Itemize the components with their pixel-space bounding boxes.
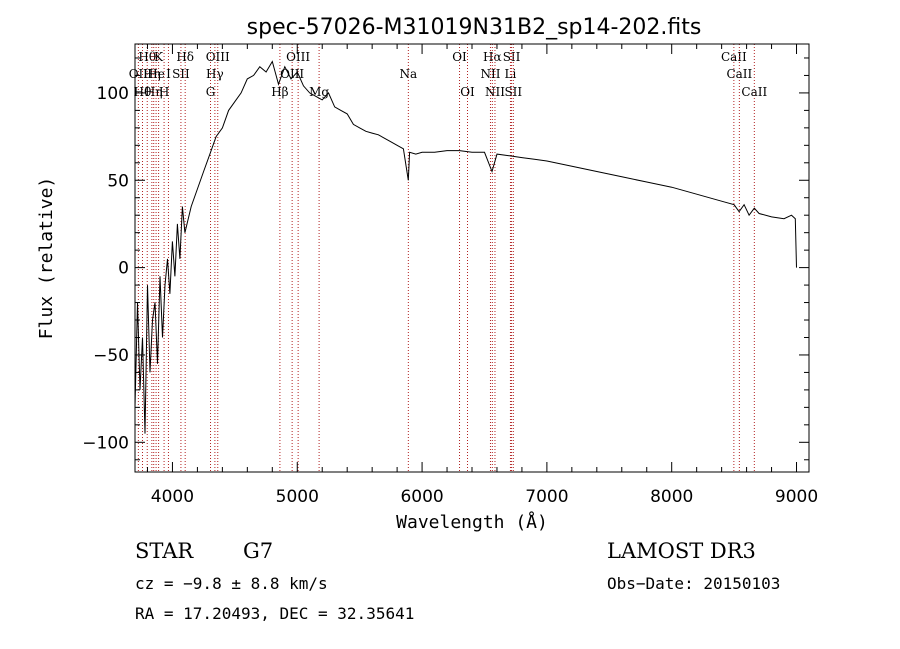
line-label: Hδ	[176, 50, 194, 64]
line-label: SII	[172, 67, 190, 81]
plot-frame	[134, 43, 810, 473]
line-label: Na	[400, 67, 418, 81]
line-label: Hβ	[271, 85, 288, 99]
obs-date: Obs−Date: 20150103	[607, 574, 781, 593]
line-label: K	[154, 50, 164, 64]
y-axis: −100 −50 0 50 100	[82, 57, 809, 461]
line-label: Li	[505, 67, 517, 81]
line-label: Mg	[309, 85, 329, 99]
coordinates: RA = 17.20493, DEC = 32.35641	[135, 604, 415, 623]
y-tick-label: −50	[93, 346, 129, 366]
x-tick-label: 8000	[650, 487, 693, 507]
line-label: OII	[129, 67, 149, 81]
line-label: CaII	[726, 67, 752, 81]
line-label: SII	[504, 85, 522, 99]
line-label: OI	[460, 85, 475, 99]
line-label: H	[159, 85, 169, 99]
line-label: G	[206, 85, 216, 99]
line-label: CaII	[721, 50, 747, 64]
survey-name: LAMOST DR3	[607, 539, 756, 563]
line-label: SII	[503, 50, 521, 64]
x-axis-label: Wavelength (Å)	[396, 511, 548, 533]
y-axis-label: Flux (relative)	[36, 177, 57, 340]
x-tick-label: 4000	[151, 487, 194, 507]
subclass: G7	[243, 539, 274, 563]
y-tick-label: 100	[97, 84, 129, 104]
line-label: NII	[485, 85, 505, 99]
x-tick-label: 9000	[775, 487, 818, 507]
line-label: OI	[452, 50, 467, 64]
line-label: I	[166, 67, 171, 81]
line-label: Hθ	[134, 85, 152, 99]
x-axis: 4000 5000 6000 7000 8000 9000	[146, 44, 818, 507]
line-label: OIII	[206, 50, 230, 64]
x-tick-label: 5000	[276, 487, 319, 507]
line-label: CaII	[741, 85, 767, 99]
line-label: NII	[480, 67, 500, 81]
line-label: OIII	[286, 50, 310, 64]
y-tick-label: 50	[107, 171, 129, 191]
line-label: He	[147, 67, 165, 81]
chart-title: spec-57026-M31019N31B2_sp14-202.fits	[247, 15, 702, 40]
redshift-info: cz = −9.8 ± 8.8 km/s	[135, 574, 328, 593]
line-label: Hγ	[206, 67, 224, 81]
y-tick-label: 0	[118, 259, 129, 279]
y-tick-label: −100	[82, 433, 129, 453]
x-tick-label: 6000	[400, 487, 443, 507]
line-label: Hα	[483, 50, 502, 64]
x-tick-label: 7000	[525, 487, 568, 507]
line-label: Hη	[145, 85, 163, 99]
spectrum-line	[134, 60, 797, 434]
object-class: STAR	[135, 539, 194, 563]
